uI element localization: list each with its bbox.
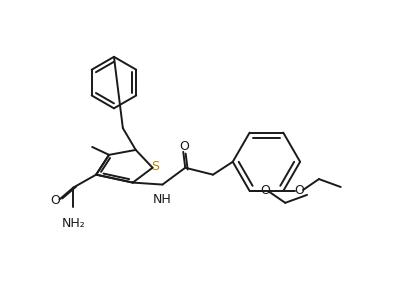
Text: O: O (50, 194, 60, 207)
Text: O: O (294, 184, 304, 197)
Text: NH₂: NH₂ (61, 217, 85, 230)
Text: O: O (260, 184, 270, 197)
Text: S: S (152, 160, 160, 173)
Text: NH: NH (153, 193, 172, 206)
Text: O: O (179, 140, 189, 153)
